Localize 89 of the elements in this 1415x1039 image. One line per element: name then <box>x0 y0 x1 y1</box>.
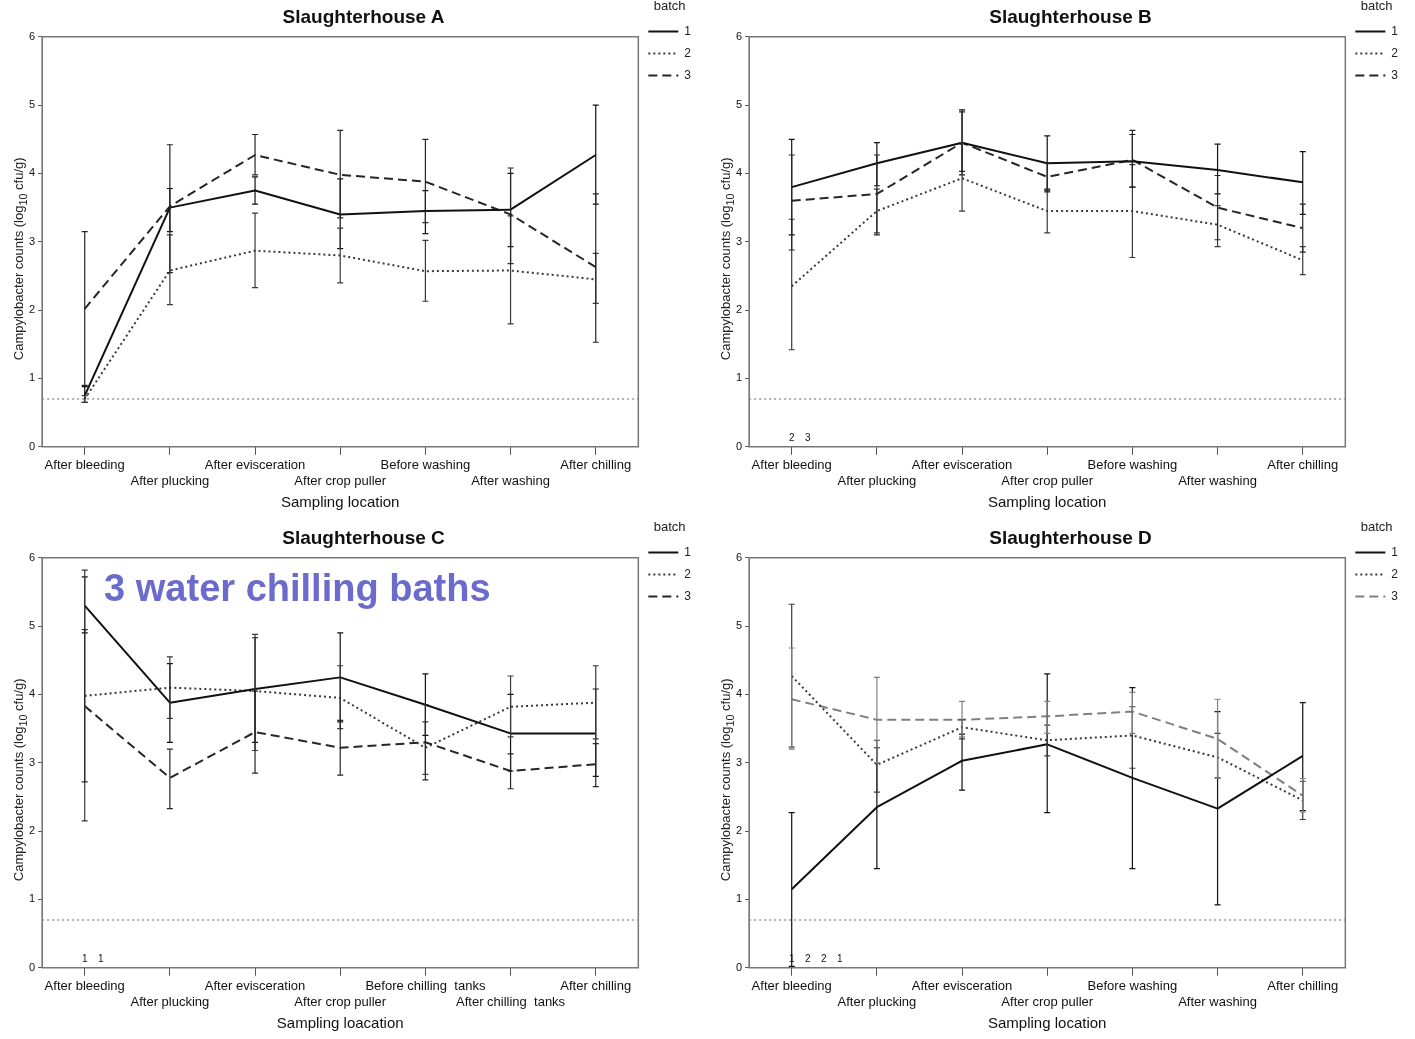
x-tick-label: After bleeding <box>751 978 832 994</box>
legend-label: 3 <box>1391 67 1399 82</box>
y-tick-label: 6 <box>28 550 36 563</box>
x-tick-label: After chilling <box>1267 457 1339 473</box>
x-tick-label: After plucking <box>837 993 917 1009</box>
y-tick-label: 3 <box>735 755 743 768</box>
x-tick-label: After washing <box>1178 993 1257 1009</box>
legend-label: 3 <box>684 67 692 82</box>
y-tick-label: 2 <box>28 824 36 837</box>
y-tick-label: 4 <box>28 166 36 179</box>
chart-title: Slaughterhouse B <box>989 5 1152 27</box>
y-tick-label: 6 <box>28 29 36 42</box>
x-tick-label: After crop puller <box>1001 472 1094 488</box>
x-tick-label: After crop puller <box>294 472 387 488</box>
annotation: 2 <box>804 952 811 964</box>
x-tick-label: After crop puller <box>1001 993 1094 1009</box>
y-tick-label: 1 <box>735 371 743 384</box>
y-tick-label: 3 <box>735 234 743 247</box>
x-tick-label: After chilling tanks <box>456 993 566 1009</box>
annotation: 3 <box>804 431 811 443</box>
x-tick-label: Before washing <box>1087 978 1178 994</box>
y-tick-label: 4 <box>735 687 743 700</box>
y-tick-label: 2 <box>735 303 743 316</box>
legend-title: batch <box>653 519 686 535</box>
x-tick-label: After evisceration <box>911 457 1013 473</box>
y-tick-label: 2 <box>735 824 743 837</box>
x-tick-label: After chilling <box>1267 978 1339 994</box>
y-tick-label: 0 <box>28 960 36 973</box>
y-tick-label: 3 <box>28 234 36 247</box>
x-axis-title: Sampling location <box>988 1014 1107 1032</box>
legend-label: 3 <box>684 588 692 603</box>
x-tick-label: After bleeding <box>751 457 832 473</box>
y-tick-label: 5 <box>735 98 743 111</box>
y-tick-label: 6 <box>735 550 743 563</box>
annotation: 1 <box>97 952 104 964</box>
annotation: 1 <box>788 952 795 964</box>
y-tick-label: 0 <box>735 439 743 452</box>
annotation: 1 <box>836 952 843 964</box>
legend-label: 2 <box>1391 45 1399 60</box>
x-tick-label: After washing <box>471 472 550 488</box>
legend-title: batch <box>1360 519 1393 535</box>
legend-label: 2 <box>1391 566 1399 581</box>
y-tick-label: 4 <box>28 687 36 700</box>
x-tick-label: After chilling <box>560 978 632 994</box>
chart-title: Slaughterhouse D <box>989 526 1152 548</box>
x-tick-label: After bleeding <box>44 457 125 473</box>
x-tick-label: After plucking <box>130 472 210 488</box>
y-tick-label: 1 <box>735 892 743 905</box>
annotation: 2 <box>820 952 827 964</box>
legend-label: 2 <box>684 566 692 581</box>
y-tick-label: 5 <box>28 98 36 111</box>
legend-label: 1 <box>684 23 692 38</box>
legend-label: 1 <box>1391 544 1399 559</box>
x-tick-label: Before washing <box>1087 457 1178 473</box>
x-tick-label: Before chilling tanks <box>365 978 486 994</box>
x-tick-label: After washing <box>1178 472 1257 488</box>
annotation: 3 water chilling baths <box>104 567 491 610</box>
x-tick-label: After plucking <box>130 993 210 1009</box>
legend-title: batch <box>653 0 686 14</box>
x-tick-label: After chilling <box>560 457 632 473</box>
legend-label: 3 <box>1391 588 1399 603</box>
legend-label: 1 <box>1391 23 1399 38</box>
x-tick-label: After evisceration <box>204 457 306 473</box>
x-tick-label: After evisceration <box>204 978 306 994</box>
y-tick-label: 1 <box>28 371 36 384</box>
annotation: 1 <box>81 952 88 964</box>
y-tick-label: 0 <box>735 960 743 973</box>
y-tick-label: 5 <box>735 619 743 632</box>
chart-title: Slaughterhouse A <box>282 5 445 27</box>
legend-title: batch <box>1360 0 1393 14</box>
y-tick-label: 0 <box>28 439 36 452</box>
x-axis-title: Sampling location <box>281 493 400 511</box>
x-tick-label: Before washing <box>380 457 471 473</box>
chart-title: Slaughterhouse C <box>282 526 446 548</box>
y-tick-label: 5 <box>28 619 36 632</box>
annotation: 2 <box>788 431 795 443</box>
y-tick-label: 4 <box>735 166 743 179</box>
legend-label: 2 <box>684 45 692 60</box>
x-axis-title: Sampling location <box>988 493 1107 511</box>
x-tick-label: After crop puller <box>294 993 387 1009</box>
x-axis-title: Sampling loacation <box>276 1014 404 1032</box>
x-tick-label: After plucking <box>837 472 917 488</box>
y-tick-label: 3 <box>28 755 36 768</box>
y-tick-label: 6 <box>735 29 743 42</box>
legend-label: 1 <box>684 544 692 559</box>
x-tick-label: After bleeding <box>44 978 125 994</box>
y-tick-label: 2 <box>28 303 36 316</box>
y-tick-label: 1 <box>28 892 36 905</box>
x-tick-label: After evisceration <box>911 978 1013 994</box>
